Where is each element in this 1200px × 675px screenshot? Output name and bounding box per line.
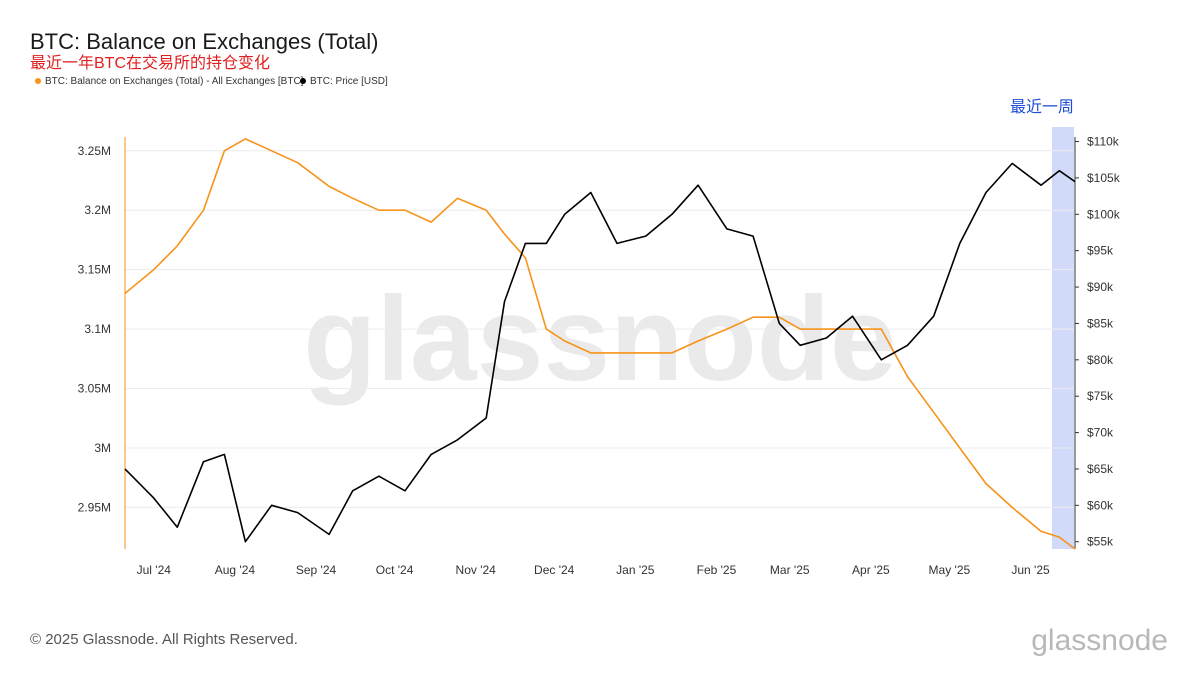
y-left-tick-label: 3.2M: [84, 203, 111, 217]
y-right-tick-label: $65k: [1087, 462, 1114, 476]
y-right-tick-label: $70k: [1087, 426, 1114, 440]
x-tick-label: Mar '25: [770, 563, 810, 577]
glassnode-logo: glassnode: [1031, 624, 1168, 657]
x-tick-label: May '25: [929, 563, 971, 577]
tick-labels: 2.95M 3M 3.05M 3.1M 3.15M 3.2M 3.25M $55k $60k $6…: [78, 135, 1121, 577]
legend-price-label: BTC: Price [USD]: [310, 76, 388, 87]
watermark: glassnode: [303, 272, 897, 406]
x-tick-label: Jul '24: [137, 563, 172, 577]
y-right-tick-label: $80k: [1087, 353, 1114, 367]
copyright-text: © 2025 Glassnode. All Rights Reserved.: [30, 631, 298, 648]
y-right-tick-label: $100k: [1087, 207, 1121, 221]
balance-line: [124, 138, 1076, 550]
y-left-tick-label: 2.95M: [78, 500, 111, 514]
y-right-tick-label: $95k: [1087, 244, 1114, 258]
y-right-tick-label: $85k: [1087, 316, 1114, 330]
highlight-band: [1052, 127, 1074, 549]
x-tick-label: Jan '25: [616, 563, 655, 577]
y-left-tick-label: 3.25M: [78, 144, 111, 158]
x-tick-label: Sep '24: [296, 563, 337, 577]
highlight-label: 最近一周: [1010, 98, 1074, 116]
y-left-tick-label: 3M: [94, 441, 111, 455]
y-right-tick-label: $75k: [1087, 389, 1114, 403]
x-tick-label: Oct '24: [376, 563, 414, 577]
y-right-tick-label: $90k: [1087, 280, 1114, 294]
y-right-tick-label: $110k: [1087, 135, 1120, 149]
legend-balance-label: BTC: Balance on Exchanges (Total) - All …: [45, 76, 304, 87]
x-tick-label: Feb '25: [697, 563, 737, 577]
series: [124, 138, 1076, 550]
legend-balance-marker: [35, 78, 41, 84]
x-tick-label: Dec '24: [534, 563, 575, 577]
x-tick-label: Apr '25: [852, 563, 890, 577]
x-tick-label: Aug '24: [215, 563, 256, 577]
x-tick-label: Nov '24: [456, 563, 497, 577]
legend: BTC: Balance on Exchanges (Total) - All …: [35, 76, 388, 87]
y-left-tick-label: 3.05M: [78, 382, 111, 396]
chart-subtitle: 最近一年BTC在交易所的持仓变化: [30, 54, 270, 72]
grid: [125, 150, 1075, 508]
chart-title: BTC: Balance on Exchanges (Total): [30, 29, 379, 54]
y-right-tick-label: $55k: [1087, 535, 1114, 549]
y-right-tick-label: $60k: [1087, 498, 1114, 512]
legend-price-marker: [300, 78, 306, 84]
x-tick-label: Jun '25: [1011, 563, 1050, 577]
price-line: [124, 162, 1076, 543]
axes: [124, 137, 1079, 549]
y-left-tick-label: 3.15M: [78, 263, 111, 277]
y-left-tick-label: 3.1M: [84, 322, 111, 336]
y-right-tick-label: $105k: [1087, 171, 1121, 185]
